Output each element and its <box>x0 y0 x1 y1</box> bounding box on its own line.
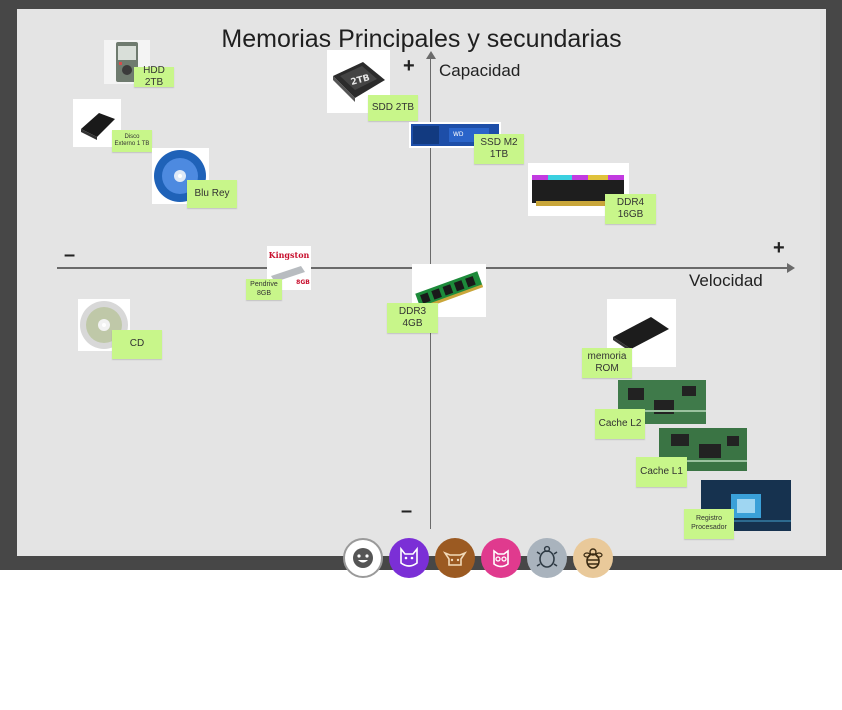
y-plus-sign: + <box>403 55 415 77</box>
ssd-capacity-text: 2TB <box>350 73 371 88</box>
smiley-tool-button[interactable] <box>343 538 383 578</box>
smiley-icon <box>353 548 373 568</box>
monster-tool-button[interactable] <box>481 538 521 578</box>
avatar-toolbar <box>343 538 613 582</box>
cow-tool-button[interactable] <box>435 538 475 578</box>
cow-icon <box>442 551 468 566</box>
note-external-disk[interactable]: Disco Externo 1 TB <box>112 130 152 152</box>
turtle-tool-button[interactable] <box>527 538 567 578</box>
pendrive-size-text: 8GB <box>296 279 310 286</box>
usb-drive-icon: Kingston 8GB <box>269 250 311 286</box>
note-bluray[interactable]: Blu Rey <box>187 180 237 208</box>
pendrive-brand-text: Kingston <box>269 250 310 260</box>
circuit-board-icon-2 <box>659 434 747 462</box>
note-ssd[interactable]: SDD 2TB <box>368 95 418 121</box>
cache-l1-image[interactable] <box>659 428 747 471</box>
y-minus-sign: – <box>401 500 413 522</box>
x-axis-arrow <box>787 263 795 273</box>
note-register[interactable]: Registro Procesador <box>684 509 734 539</box>
x-plus-sign: + <box>773 237 785 259</box>
monster-icon <box>493 549 509 568</box>
ssd-icon: 2TB <box>333 62 385 102</box>
cat-icon <box>400 546 418 567</box>
bee-icon <box>583 548 603 569</box>
bee-tool-button[interactable] <box>573 538 613 578</box>
diagram-title: Memorias Principales y secundarias <box>221 25 622 53</box>
note-cd[interactable]: CD <box>112 330 162 359</box>
x-minus-sign: – <box>64 244 76 266</box>
hdd-image[interactable] <box>104 40 150 84</box>
note-ddr4[interactable]: DDR4 16GB <box>605 194 656 224</box>
m2-brand-text: WD <box>453 131 464 138</box>
note-hdd[interactable]: HDD 2TB <box>134 65 174 88</box>
turtle-icon <box>536 545 558 568</box>
note-rom[interactable]: memoria ROM <box>582 348 632 378</box>
processor-icon <box>701 494 791 522</box>
circuit-board-icon <box>618 386 706 414</box>
note-pendrive[interactable]: Pendrive 8GB <box>246 279 282 300</box>
note-m2-ssd[interactable]: SSD M2 1TB <box>474 134 524 164</box>
note-cache-l1[interactable]: Cache L1 <box>636 457 687 487</box>
note-ddr3[interactable]: DDR3 4GB <box>387 303 438 333</box>
note-cache-l2[interactable]: Cache L2 <box>595 409 645 439</box>
hard-drive-icon <box>116 42 138 82</box>
external-disk-icon <box>81 113 115 140</box>
diagram-board[interactable]: Memorias Principales y secundarias + – –… <box>17 9 826 556</box>
x-axis-label: Velocidad <box>689 271 763 290</box>
y-axis-label: Capacidad <box>439 61 521 80</box>
cat-tool-button[interactable] <box>389 538 429 578</box>
y-axis-arrow <box>426 51 436 59</box>
